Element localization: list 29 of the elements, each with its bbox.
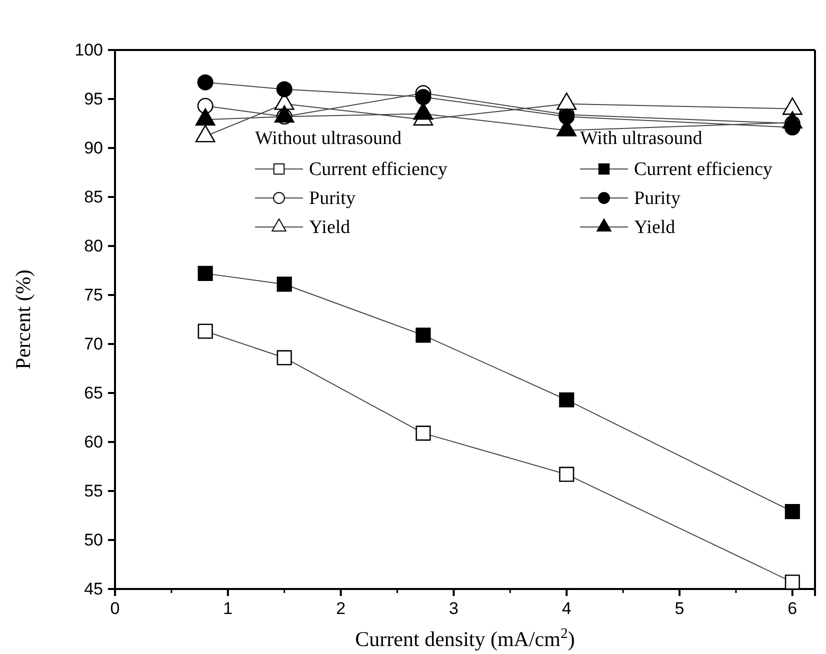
x-tick-label: 1 bbox=[223, 599, 233, 618]
x-tick-label: 0 bbox=[110, 599, 120, 618]
legend-label: Yield bbox=[309, 217, 351, 238]
y-tick-label: 60 bbox=[84, 432, 103, 452]
x-axis-title: Current density (mA/cm$^{2}$) bbox=[355, 626, 575, 651]
y-tick-label: 100 bbox=[74, 40, 103, 60]
y-axis-title: Percent (%) bbox=[11, 270, 35, 370]
x-tick-label: 3 bbox=[448, 599, 458, 618]
legend-label: Purity bbox=[634, 188, 681, 209]
x-tick-label: 6 bbox=[788, 599, 798, 618]
y-tick-label: 65 bbox=[84, 383, 103, 402]
y-tick-label: 90 bbox=[84, 138, 103, 158]
legend-label: Yield bbox=[634, 217, 676, 238]
y-tick-label: 55 bbox=[84, 481, 103, 500]
legend-label: Purity bbox=[309, 188, 356, 209]
x-tick-label: 5 bbox=[674, 599, 684, 618]
legend-label: Current efficiency bbox=[634, 159, 773, 180]
annotation: With ultrasound bbox=[580, 128, 703, 149]
y-tick-label: 45 bbox=[84, 579, 103, 598]
y-tick-label: 70 bbox=[84, 334, 103, 354]
y-tick-label: 95 bbox=[84, 89, 103, 108]
y-tick-label: 85 bbox=[84, 187, 103, 206]
y-tick-label: 50 bbox=[84, 530, 103, 550]
y-tick-label: 75 bbox=[84, 285, 103, 304]
legend-label: Current efficiency bbox=[309, 159, 448, 180]
x-tick-label: 4 bbox=[562, 599, 572, 618]
annotation: Without ultrasound bbox=[255, 128, 402, 149]
y-tick-label: 80 bbox=[84, 236, 103, 256]
x-tick-label: 2 bbox=[336, 599, 346, 618]
